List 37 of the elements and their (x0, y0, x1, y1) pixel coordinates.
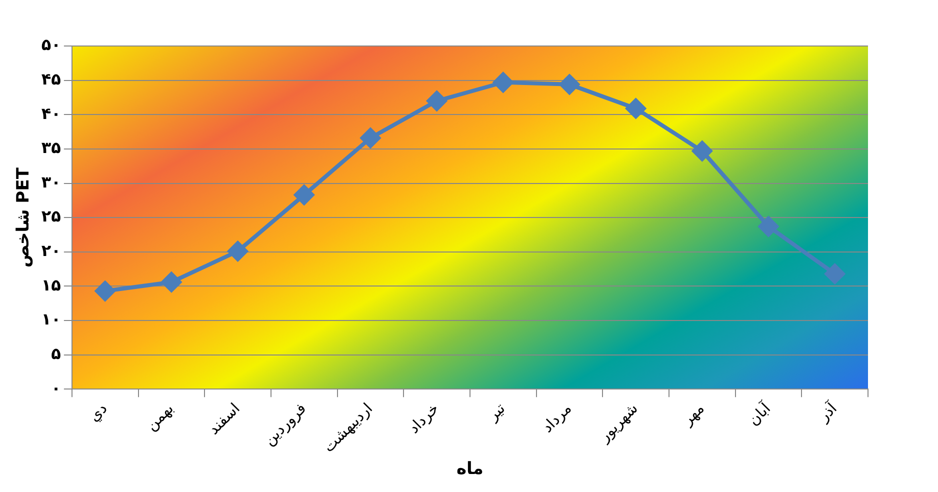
point (559, 74, 580, 94)
point (758, 216, 778, 237)
x-tick-label: اسفند (204, 399, 244, 438)
x-tick-label: ارديبهشت (320, 399, 376, 456)
y-tick-label: ۵۰ (41, 35, 61, 54)
y-tick-label: ۵ (51, 344, 62, 363)
y-axis-title: شاخص PET (14, 167, 34, 268)
x-tick-label: خرداد (404, 399, 442, 437)
x-tick-label: مهر (678, 399, 708, 430)
point (95, 281, 116, 302)
point (824, 264, 845, 284)
y-tick-label: ۱۰ (41, 310, 61, 329)
point (493, 72, 514, 92)
y-tick-label: ۳۰ (41, 172, 61, 192)
point (161, 272, 182, 292)
point (294, 184, 314, 205)
y-tick-label: ۲۵ (41, 206, 62, 226)
point (626, 98, 646, 118)
y-tick-label: ۴۵ (41, 69, 62, 88)
point (360, 128, 380, 148)
x-tick-label: آبان (744, 398, 775, 430)
x-tick-label: آذر (813, 398, 841, 426)
x-tick-label: فروردين (260, 399, 310, 450)
y-tick-label: ۲۰ (41, 241, 61, 260)
x-axis-title: ماه (456, 459, 484, 480)
x-tick-label: دي (84, 399, 111, 426)
y-tick-label: ۰ (51, 378, 61, 398)
x-tick-label: مرداد (538, 399, 576, 436)
point (228, 241, 248, 262)
x-tick-label: تير (483, 399, 509, 425)
y-tick-label: ۱۵ (41, 275, 62, 294)
x-tick-label: بهمن (142, 399, 178, 434)
y-tick-label: ۴۰ (41, 104, 61, 123)
point (692, 141, 712, 162)
x-tick-label: شهريور (594, 399, 642, 446)
point (426, 90, 447, 111)
y-tick-label: ۳۵ (41, 138, 62, 158)
